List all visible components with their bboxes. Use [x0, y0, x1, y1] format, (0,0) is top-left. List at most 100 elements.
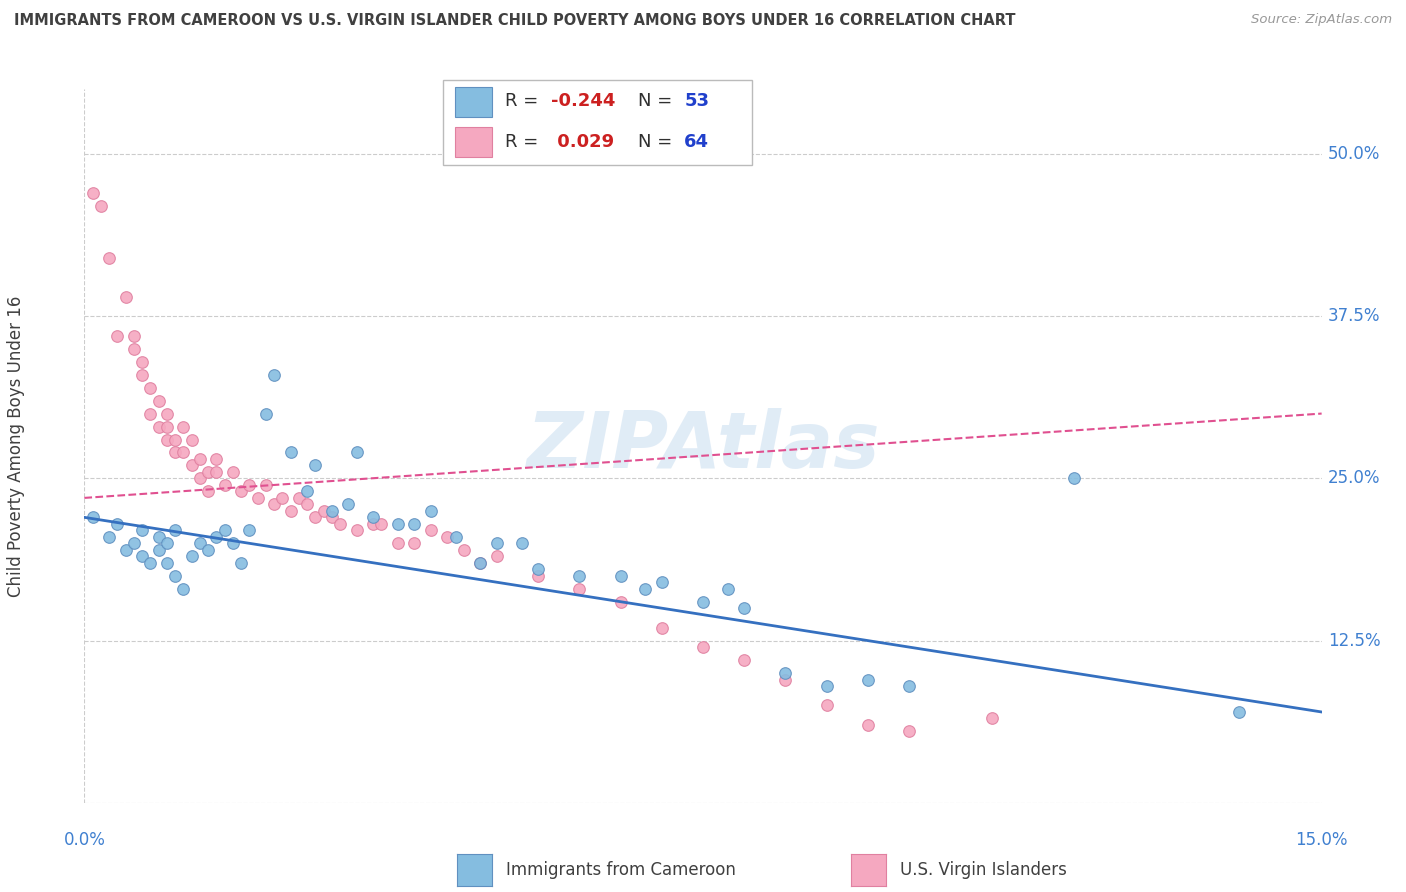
Point	[148, 542, 170, 557]
Point	[254, 478, 277, 492]
Point	[114, 542, 136, 557]
Text: 0.0%: 0.0%	[63, 831, 105, 849]
Point	[288, 491, 311, 505]
Point	[197, 465, 219, 479]
Point	[361, 516, 384, 531]
Point	[222, 465, 245, 479]
Point	[815, 698, 838, 713]
Point	[156, 419, 179, 434]
Point	[692, 640, 714, 654]
Point	[651, 621, 673, 635]
Point	[527, 562, 550, 576]
Point	[387, 516, 409, 531]
Point	[222, 536, 245, 550]
Point	[131, 524, 153, 538]
Point	[188, 536, 211, 550]
Point	[609, 595, 631, 609]
Point	[148, 419, 170, 434]
Point	[205, 530, 228, 544]
Point	[139, 407, 162, 421]
Text: 25.0%: 25.0%	[1327, 469, 1381, 487]
Point	[214, 524, 236, 538]
Point	[238, 524, 260, 538]
Point	[856, 673, 879, 687]
Point	[775, 673, 797, 687]
Point	[346, 445, 368, 459]
Point	[470, 556, 492, 570]
Point	[148, 530, 170, 544]
Point	[815, 679, 838, 693]
Point	[419, 524, 441, 538]
Point	[246, 491, 269, 505]
Point	[180, 433, 202, 447]
FancyBboxPatch shape	[443, 80, 752, 165]
Text: U.S. Virgin Islanders: U.S. Virgin Islanders	[900, 861, 1067, 879]
Point	[172, 419, 194, 434]
Point	[733, 653, 755, 667]
Point	[346, 524, 368, 538]
Text: 15.0%: 15.0%	[1295, 831, 1348, 849]
Point	[238, 478, 260, 492]
Point	[122, 342, 145, 356]
Point	[337, 497, 360, 511]
Point	[329, 516, 352, 531]
Point	[527, 568, 550, 582]
Point	[280, 445, 302, 459]
Point	[98, 251, 121, 265]
Point	[165, 568, 187, 582]
Point	[172, 582, 194, 596]
Point	[692, 595, 714, 609]
Point	[898, 679, 921, 693]
Point	[180, 549, 202, 564]
Point	[898, 724, 921, 739]
Point	[568, 582, 591, 596]
Text: N =: N =	[638, 92, 678, 110]
Point	[321, 504, 343, 518]
Point	[387, 536, 409, 550]
Point	[370, 516, 392, 531]
Point	[295, 484, 318, 499]
Point	[105, 516, 128, 531]
Point	[82, 186, 104, 200]
Point	[165, 524, 187, 538]
Point	[1227, 705, 1250, 719]
Point	[90, 199, 112, 213]
Point	[156, 556, 179, 570]
Point	[205, 452, 228, 467]
Point	[312, 504, 335, 518]
Text: 50.0%: 50.0%	[1327, 145, 1381, 163]
Point	[444, 530, 467, 544]
Point	[856, 718, 879, 732]
Point	[717, 582, 740, 596]
Point	[156, 536, 179, 550]
Point	[304, 510, 326, 524]
Point	[172, 445, 194, 459]
Point	[254, 407, 277, 421]
Text: Immigrants from Cameroon: Immigrants from Cameroon	[506, 861, 735, 879]
Point	[122, 536, 145, 550]
Point	[148, 393, 170, 408]
Point	[139, 381, 162, 395]
Point	[165, 433, 187, 447]
Point	[295, 497, 318, 511]
Point	[271, 491, 294, 505]
Point	[180, 458, 202, 473]
Point	[98, 530, 121, 544]
Point	[436, 530, 458, 544]
Point	[165, 445, 187, 459]
FancyBboxPatch shape	[456, 87, 492, 117]
Point	[733, 601, 755, 615]
Point	[419, 504, 441, 518]
Point	[404, 536, 426, 550]
Point	[304, 458, 326, 473]
Point	[485, 549, 508, 564]
Point	[156, 433, 179, 447]
Point	[188, 471, 211, 485]
Text: ZIPAtlas: ZIPAtlas	[526, 408, 880, 484]
Point	[980, 711, 1002, 725]
Point	[229, 556, 252, 570]
Point	[609, 568, 631, 582]
Point	[1063, 471, 1085, 485]
Text: Source: ZipAtlas.com: Source: ZipAtlas.com	[1251, 13, 1392, 27]
Text: 12.5%: 12.5%	[1327, 632, 1381, 649]
